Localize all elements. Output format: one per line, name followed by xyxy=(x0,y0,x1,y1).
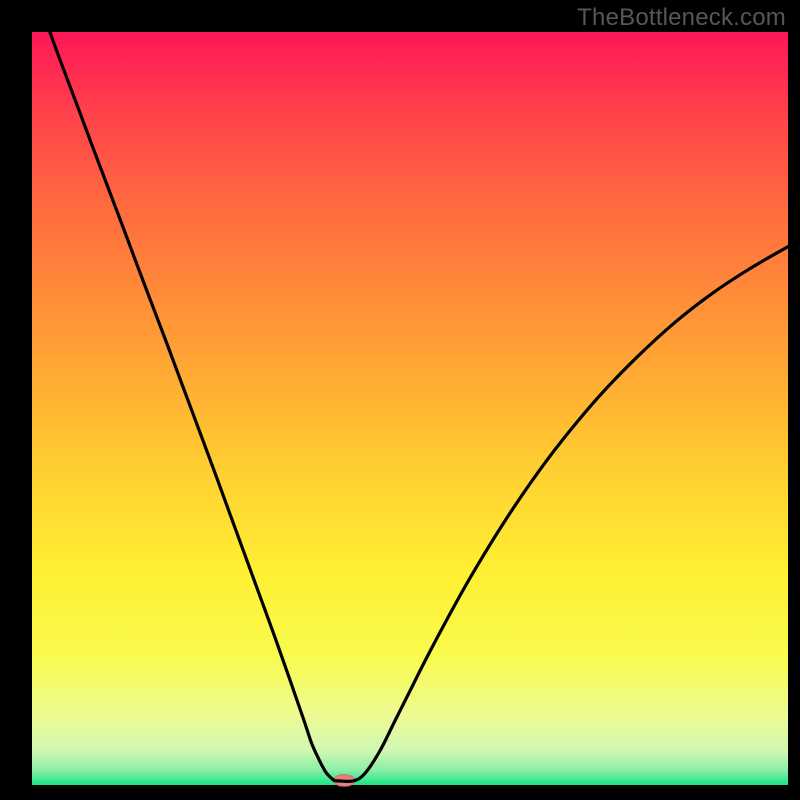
chart-container: TheBottleneck.com xyxy=(0,0,800,800)
plot-gradient-background xyxy=(32,32,788,785)
bottleneck-curve-chart xyxy=(0,0,800,800)
